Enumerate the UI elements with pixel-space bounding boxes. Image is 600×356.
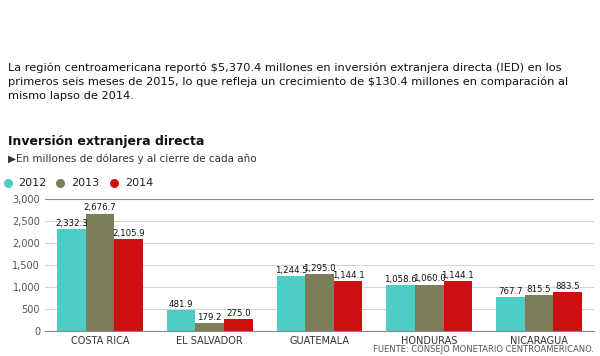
Bar <box>114 239 143 331</box>
Bar <box>443 281 472 331</box>
Text: La región centroamericana reportó $5,370.4 millones en inversión extranjera dire: La región centroamericana reportó $5,370… <box>8 63 568 101</box>
Text: 1,244.5: 1,244.5 <box>275 266 307 275</box>
Bar <box>334 281 362 331</box>
Text: 767.7: 767.7 <box>498 287 523 296</box>
Bar <box>496 297 525 331</box>
Bar <box>305 274 334 331</box>
Text: 2,105.9: 2,105.9 <box>112 229 145 237</box>
Text: 2,676.7: 2,676.7 <box>83 204 116 213</box>
Text: 1,060.0: 1,060.0 <box>413 274 446 283</box>
Text: 179.2: 179.2 <box>197 313 222 322</box>
Bar <box>525 295 553 331</box>
Text: 2,332.3: 2,332.3 <box>55 219 88 227</box>
Text: 1,144.1: 1,144.1 <box>442 271 474 280</box>
Bar <box>196 323 224 331</box>
Text: 275.0: 275.0 <box>226 309 251 318</box>
Text: Flujos de inversión extranjera directa en Centroamérica: Flujos de inversión extranjera directa e… <box>8 20 600 41</box>
Text: 2013: 2013 <box>71 178 99 188</box>
Text: 1,058.6: 1,058.6 <box>385 274 417 283</box>
Bar <box>167 310 196 331</box>
Bar <box>553 292 582 331</box>
Bar <box>415 284 443 331</box>
Bar <box>57 229 86 331</box>
Text: FUENTE: CONSEJO MONETARIO CENTROAMERICANO.: FUENTE: CONSEJO MONETARIO CENTROAMERICAN… <box>373 345 594 354</box>
Text: Inversión extranjera directa: Inversión extranjera directa <box>8 135 204 148</box>
Text: 1,144.1: 1,144.1 <box>332 271 364 280</box>
Text: 815.5: 815.5 <box>527 285 551 294</box>
Text: 481.9: 481.9 <box>169 300 193 309</box>
Text: 2012: 2012 <box>19 178 47 188</box>
Text: 883.5: 883.5 <box>556 282 580 291</box>
Bar <box>277 277 305 331</box>
Bar <box>86 214 114 331</box>
Text: 1,295.0: 1,295.0 <box>303 264 336 273</box>
Text: ▶En millones de dólares y al cierre de cada año: ▶En millones de dólares y al cierre de c… <box>8 153 256 164</box>
Bar <box>224 319 253 331</box>
Bar <box>386 284 415 331</box>
Text: 2014: 2014 <box>125 178 153 188</box>
